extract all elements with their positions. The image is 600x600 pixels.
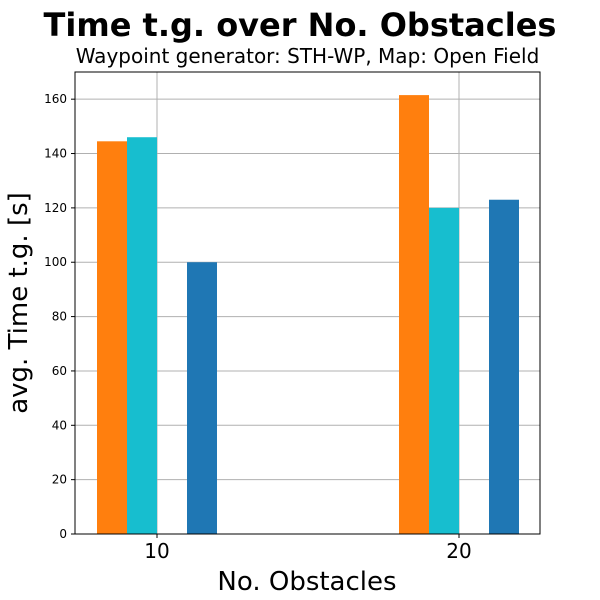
bar [127,137,157,535]
y-tick-label: 40 [52,418,67,432]
y-tick-label: 20 [52,473,67,487]
plot-frame [74,71,541,535]
x-axis-label: No. Obstacles [217,567,396,597]
bar [429,207,459,534]
y-axis-label: avg. Time t.g. [s] [4,192,34,414]
y-tick-label: 100 [44,255,67,269]
y-tick-label: 120 [44,201,67,215]
bar [97,141,127,535]
bar-layer [97,95,519,535]
bar [399,95,429,534]
chart-title: Time t.g. over No. Obstacles [43,6,557,44]
x-tick-label: 20 [446,539,471,563]
y-tick-label: 80 [52,310,67,324]
chart-subtitle: Waypoint generator: STH-WP, Map: Open Fi… [75,44,540,68]
x-tick-label: 10 [144,539,169,563]
bar [187,262,217,534]
y-tick-label: 0 [59,527,67,541]
y-tick-label: 160 [44,92,67,106]
y-tick-label: 60 [52,364,67,378]
y-tick-label: 140 [44,147,67,161]
tick-layer: 0 20 40 60 80 100 120 140 160 10 20 [44,92,472,563]
bar [489,199,519,534]
